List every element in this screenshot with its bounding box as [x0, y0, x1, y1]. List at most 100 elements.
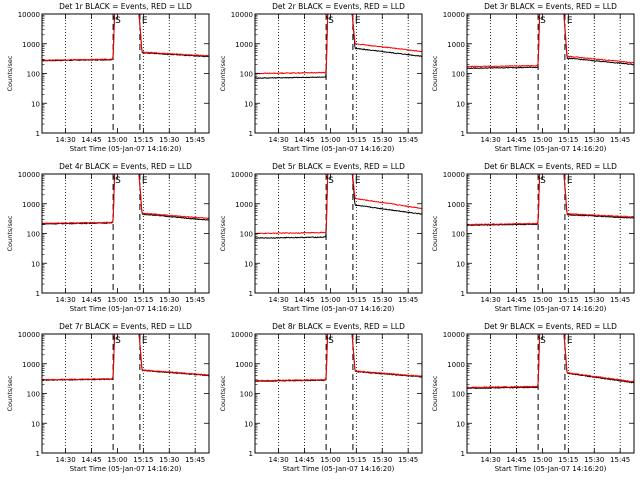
x-tick-label: 15:00: [107, 296, 127, 304]
x-tick-label: 15:30: [584, 136, 604, 144]
x-axis-label: Start Time (05-Jan-07 14:16:20): [495, 145, 607, 153]
detector-panel: Det 3r BLACK = Events, RED = LLD S E 1 10 100…: [431, 2, 635, 153]
panel-title: Det 7r BLACK = Events, RED = LLD: [59, 322, 192, 331]
marker-e-label: E: [355, 336, 361, 346]
y-tick-label: 10: [244, 100, 253, 108]
x-axis-label: Start Time (05-Jan-07 14:16:20): [495, 465, 607, 473]
y-tick-label: 10: [456, 100, 465, 108]
marker-s-tick: [537, 15, 541, 20]
marker-s-label: S: [540, 176, 546, 186]
panel-title: Det 4r BLACK = Events, RED = LLD: [59, 162, 192, 171]
detector-panel: Det 2r BLACK = Events, RED = LLD S E 1 10 100…: [219, 2, 423, 153]
x-tick-label: 15:30: [159, 456, 179, 464]
panel-title: Det 9r BLACK = Events, RED = LLD: [484, 322, 617, 331]
y-tick-label: 1000: [447, 41, 465, 49]
series-line-lld: [467, 14, 634, 68]
y-tick-label: 100: [452, 231, 465, 239]
y-tick-label: 100: [27, 231, 40, 239]
plot-frame: [466, 13, 635, 134]
detector-panel: Det 7r BLACK = Events, RED = LLD S E 1 10 100…: [6, 322, 210, 473]
x-tick-label: 15:00: [107, 456, 127, 464]
series-line-lld: [467, 334, 634, 389]
plot-frame: [466, 173, 635, 294]
x-tick-label: 15:15: [346, 456, 366, 464]
x-axis-label: Start Time (05-Jan-07 14:16:20): [495, 305, 607, 313]
x-tick-label: 14:45: [294, 456, 314, 464]
y-tick-label: 1000: [22, 41, 40, 49]
x-tick-label: 15:00: [320, 136, 340, 144]
y-tick-label: 10000: [231, 11, 253, 19]
y-tick-label: 1000: [447, 361, 465, 369]
x-tick-label: 14:30: [481, 136, 501, 144]
detector-panel: Det 9r BLACK = Events, RED = LLD S E 1 10 100…: [431, 322, 635, 473]
marker-e-label: E: [355, 176, 361, 186]
marker-s-tick: [537, 335, 541, 340]
marker-s-label: S: [115, 336, 121, 346]
y-tick-label: 100: [452, 71, 465, 79]
x-tick-label: 14:45: [81, 296, 101, 304]
x-tick-label: 15:00: [532, 456, 552, 464]
plot-frame: [254, 333, 423, 454]
x-tick-label: 15:15: [133, 456, 153, 464]
detector-panel: Det 4r BLACK = Events, RED = LLD S E 1 10 100…: [6, 162, 210, 313]
panel-title: Det 8r BLACK = Events, RED = LLD: [272, 322, 405, 331]
marker-s-tick: [325, 335, 329, 340]
marker-e-label: E: [567, 336, 573, 346]
series-line-lld: [42, 334, 209, 381]
x-tick-label: 14:45: [294, 296, 314, 304]
x-tick-label: 15:45: [610, 296, 630, 304]
series-line-events: [42, 174, 209, 225]
x-tick-label: 14:30: [481, 456, 501, 464]
marker-s-tick: [112, 175, 116, 180]
x-tick-label: 15:30: [159, 136, 179, 144]
y-tick-label: 10: [456, 260, 465, 268]
x-tick-label: 15:45: [185, 296, 205, 304]
x-axis-label: Start Time (05-Jan-07 14:16:20): [283, 305, 395, 313]
x-tick-label: 15:45: [398, 456, 418, 464]
detector-panel: Det 6r BLACK = Events, RED = LLD S E 1 10 100…: [431, 162, 635, 313]
y-tick-label: 10000: [443, 11, 465, 19]
series-line-lld: [255, 14, 422, 75]
y-tick-label: 1000: [22, 201, 40, 209]
y-tick-label: 1: [461, 450, 465, 458]
marker-s-tick: [325, 175, 329, 180]
y-tick-label: 100: [240, 391, 253, 399]
x-tick-label: 15:15: [133, 296, 153, 304]
x-tick-label: 15:45: [610, 456, 630, 464]
x-tick-label: 14:30: [56, 296, 76, 304]
x-tick-label: 15:15: [558, 296, 578, 304]
marker-s-label: S: [328, 176, 334, 186]
y-tick-label: 100: [240, 71, 253, 79]
x-tick-label: 14:30: [269, 456, 289, 464]
x-tick-label: 15:45: [610, 136, 630, 144]
y-tick-label: 1: [249, 450, 253, 458]
y-tick-label: 1000: [447, 201, 465, 209]
plot-frame: [41, 173, 210, 294]
x-tick-label: 14:30: [269, 296, 289, 304]
y-axis-label: Counts/sec: [431, 215, 439, 251]
y-tick-label: 1000: [235, 361, 253, 369]
y-axis-label: Counts/sec: [6, 375, 14, 411]
y-tick-label: 100: [240, 231, 253, 239]
y-tick-label: 1: [36, 130, 40, 138]
marker-e-label: E: [355, 16, 361, 26]
y-tick-label: 1: [461, 130, 465, 138]
series-line-lld: [42, 174, 209, 224]
x-tick-label: 14:45: [81, 136, 101, 144]
y-axis-label: Counts/sec: [431, 375, 439, 411]
x-tick-label: 14:45: [81, 456, 101, 464]
x-tick-label: 14:45: [506, 296, 526, 304]
y-tick-label: 1: [249, 130, 253, 138]
x-tick-label: 14:45: [506, 456, 526, 464]
series-line-lld: [467, 174, 634, 226]
panel-title: Det 2r BLACK = Events, RED = LLD: [272, 2, 405, 11]
x-tick-label: 14:45: [294, 136, 314, 144]
x-tick-label: 14:30: [269, 136, 289, 144]
y-tick-label: 10000: [231, 331, 253, 339]
series-line-lld: [255, 174, 422, 235]
x-tick-label: 15:45: [185, 456, 205, 464]
marker-s-label: S: [115, 16, 121, 26]
y-tick-label: 10000: [443, 171, 465, 179]
plot-frame: [41, 333, 210, 454]
y-tick-label: 1: [461, 290, 465, 298]
